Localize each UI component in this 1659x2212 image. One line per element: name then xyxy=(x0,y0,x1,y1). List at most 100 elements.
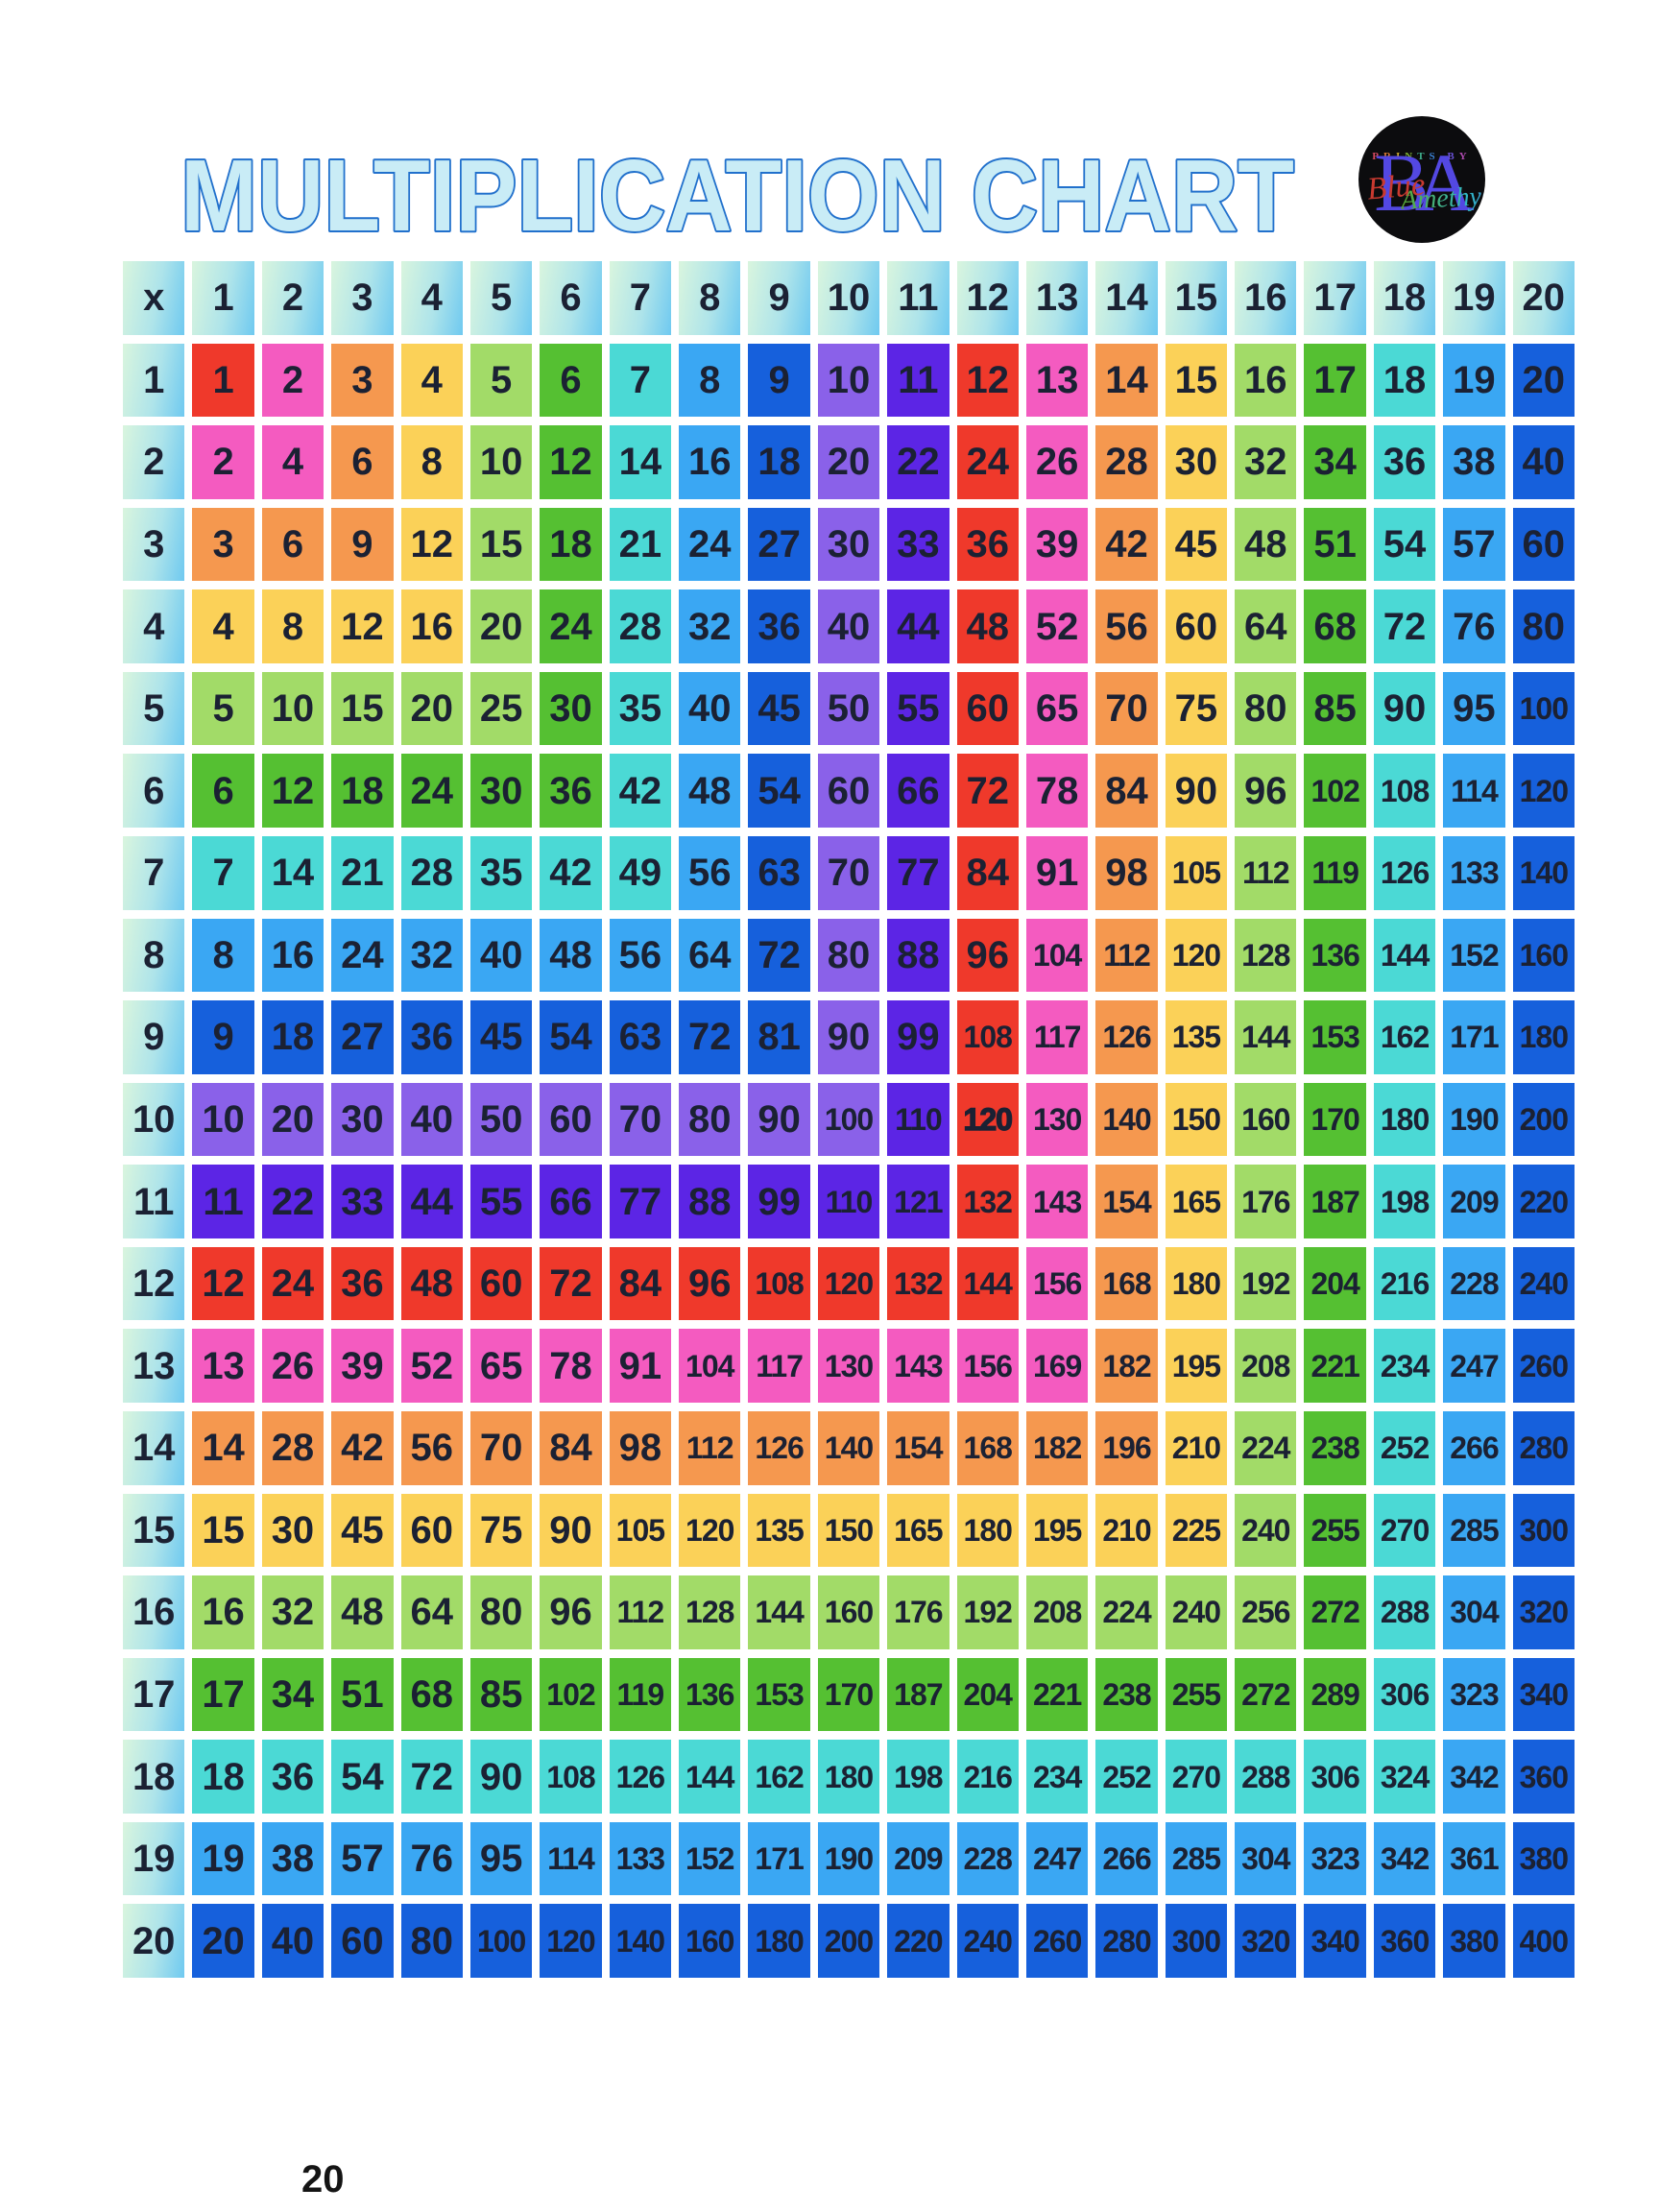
table-cell: 75 xyxy=(1165,671,1228,746)
table-cell: 340 xyxy=(1512,1657,1575,1732)
table-cell: 133 xyxy=(609,1821,672,1896)
table-cell: 190 xyxy=(1443,1082,1505,1157)
logo-prints-by-letter: S xyxy=(1429,151,1440,162)
table-cell: 85 xyxy=(1304,671,1366,746)
table-cell: 288 xyxy=(1373,1575,1436,1649)
table-cell: 144 xyxy=(1373,918,1436,993)
table-cell: 120 xyxy=(1165,918,1228,993)
page-title: MULTIPLICATION CHART xyxy=(179,142,1311,250)
table-cell: 117 xyxy=(748,1329,810,1403)
table-cell: 324 xyxy=(1373,1740,1436,1814)
table-cell: 76 xyxy=(1443,589,1505,663)
table-cell: 114 xyxy=(540,1821,602,1896)
table-cell: 228 xyxy=(956,1821,1019,1896)
table-cell: 126 xyxy=(1373,835,1436,910)
table-cell: 18 xyxy=(748,425,810,499)
table-cell: 56 xyxy=(609,918,672,993)
table-cell: 114 xyxy=(1443,754,1505,828)
table-cell: 36 xyxy=(956,507,1019,582)
table-cell: 48 xyxy=(331,1575,394,1649)
table-cell: 165 xyxy=(887,1493,950,1568)
table-cell: 20 xyxy=(192,1904,254,1978)
table-cell: 38 xyxy=(1443,425,1505,499)
table-cell: 30 xyxy=(817,507,880,582)
table-cell: 15 xyxy=(192,1493,254,1568)
table-cell: 171 xyxy=(748,1821,810,1896)
table-cell: 304 xyxy=(1443,1575,1505,1649)
table-cell: 140 xyxy=(1095,1082,1158,1157)
table-cell: 10 xyxy=(469,425,533,499)
table-cell: 5 xyxy=(469,343,533,418)
table-cell: 136 xyxy=(679,1657,741,1732)
table-cell: 57 xyxy=(1443,507,1505,582)
table-cell: 204 xyxy=(1304,1246,1366,1321)
table-cell: 55 xyxy=(469,1165,533,1238)
table-cell: 165 xyxy=(1165,1165,1228,1238)
table-cell: 18 xyxy=(1373,343,1436,418)
table-cell: 289 xyxy=(1304,1657,1366,1732)
table-cell: 96 xyxy=(679,1246,741,1321)
table-cell: 180 xyxy=(1373,1082,1436,1157)
table-cell: 6 xyxy=(331,425,394,499)
table-cell: 15 xyxy=(469,507,533,582)
table-cell: 24 xyxy=(679,507,741,582)
row-header: 4 xyxy=(123,589,185,663)
table-cell: 10 xyxy=(261,671,325,746)
table-cell: 16 xyxy=(400,589,463,663)
table-cell: 49 xyxy=(609,835,672,910)
table-cell: 80 xyxy=(469,1575,533,1649)
table-cell: 54 xyxy=(540,1000,602,1074)
table-cell: 256 xyxy=(1235,1575,1297,1649)
table-cell: 90 xyxy=(540,1493,602,1568)
table-cell: 17 xyxy=(1304,343,1366,418)
table-cell: 152 xyxy=(679,1821,741,1896)
table-cell: 8 xyxy=(679,343,741,418)
table-cell: 12 xyxy=(540,425,602,499)
table-cell: 70 xyxy=(1095,671,1158,746)
table-cell: 112 xyxy=(679,1410,741,1485)
table-cell: 130 xyxy=(1025,1082,1089,1157)
table-cell: 238 xyxy=(1304,1410,1366,1485)
table-cell: 112 xyxy=(1095,918,1158,993)
table-cell: 60 xyxy=(331,1904,394,1978)
table-cell: 171 xyxy=(1443,1000,1505,1074)
table-cell: 91 xyxy=(609,1329,672,1403)
table-cell: 150 xyxy=(1165,1082,1228,1157)
table-cell: 195 xyxy=(1025,1493,1089,1568)
table-cell: 216 xyxy=(1373,1246,1436,1321)
table-cell: 180 xyxy=(748,1904,810,1978)
table-cell: 9 xyxy=(331,507,394,582)
table-cell: 3 xyxy=(331,343,394,418)
table-cell: 20 xyxy=(469,589,533,663)
table-cell: 12 xyxy=(956,343,1019,418)
row-header: 13 xyxy=(123,1329,185,1403)
table-cell: 128 xyxy=(1235,918,1297,993)
table-cell: 52 xyxy=(400,1329,463,1403)
table-cell: 187 xyxy=(1304,1165,1366,1238)
table-cell: 32 xyxy=(261,1575,325,1649)
table-cell: 144 xyxy=(679,1740,741,1814)
table-cell: 35 xyxy=(469,835,533,910)
table-cell: 14 xyxy=(192,1410,254,1485)
table-cell: 2 xyxy=(192,425,254,499)
table-cell: 140 xyxy=(609,1904,672,1978)
table-cell: 26 xyxy=(261,1329,325,1403)
table-cell: 72 xyxy=(540,1246,602,1321)
table-cell: 70 xyxy=(817,835,880,910)
table-cell: 234 xyxy=(1373,1329,1436,1403)
table-cell: 15 xyxy=(331,671,394,746)
table-cell: 21 xyxy=(331,835,394,910)
table-cell: 323 xyxy=(1304,1821,1366,1896)
row-header: 15 xyxy=(123,1493,185,1568)
table-cell: 22 xyxy=(887,425,950,499)
table-cell: 54 xyxy=(331,1740,394,1814)
table-cell: 14 xyxy=(1095,343,1158,418)
table-cell: 8 xyxy=(261,589,325,663)
table-cell: 54 xyxy=(1373,507,1436,582)
table-cell: 14 xyxy=(609,425,672,499)
table-cell: 380 xyxy=(1443,1904,1505,1978)
table-cell: 247 xyxy=(1443,1329,1505,1403)
table-cell: 247 xyxy=(1025,1821,1089,1896)
table-cell: 42 xyxy=(331,1410,394,1485)
